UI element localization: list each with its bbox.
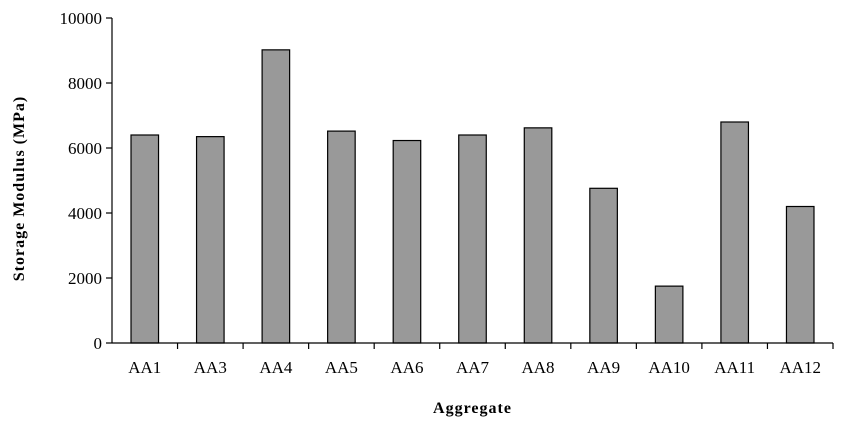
y-axis-ticks: 0 2000 4000 6000 8000 10000: [60, 9, 112, 353]
bars-group: [130, 49, 815, 344]
x-tick-label-aa10: AA10: [648, 358, 690, 377]
bar-aa5: [327, 130, 356, 344]
x-tick-label-aa4: AA4: [259, 358, 293, 377]
bar-aa12: [785, 205, 815, 344]
bar-aa4: [261, 49, 291, 344]
x-axis-title: Aggregate: [433, 400, 512, 417]
bar-aa1: [130, 134, 160, 344]
bar-aa9: [589, 187, 618, 344]
y-tick-label: 6000: [68, 139, 102, 158]
x-tick-label-aa11: AA11: [714, 358, 755, 377]
bar-aa8: [523, 127, 553, 344]
y-tick-label: 8000: [68, 74, 102, 93]
x-tick-label-aa5: AA5: [325, 358, 358, 377]
x-tick-label-aa12: AA12: [779, 358, 821, 377]
y-tick-label: 0: [94, 334, 103, 353]
x-tick-label-aa9: AA9: [587, 358, 620, 377]
y-tick-label: 10000: [60, 9, 103, 28]
bar-aa7: [458, 134, 487, 344]
y-tick-label: 2000: [68, 269, 102, 288]
bar-aa3: [195, 136, 225, 344]
x-tick-label-aa8: AA8: [522, 358, 555, 377]
y-tick-label: 4000: [68, 204, 102, 223]
bar-aa6: [392, 139, 422, 344]
x-axis-ticks: AA1 AA3 AA4 AA5 AA6 AA7 AA8 AA9 AA10 AA11 AA12: [128, 343, 834, 377]
x-tick-label-aa6: AA6: [390, 358, 423, 377]
x-tick-label-aa1: AA1: [128, 358, 161, 377]
x-tick-label-aa7: AA7: [456, 358, 490, 377]
x-tick-label-aa3: AA3: [194, 358, 227, 377]
bar-aa10: [654, 285, 684, 344]
y-axis-title: Storage Modulus (MPa): [11, 96, 28, 281]
bar-aa11: [720, 121, 750, 344]
